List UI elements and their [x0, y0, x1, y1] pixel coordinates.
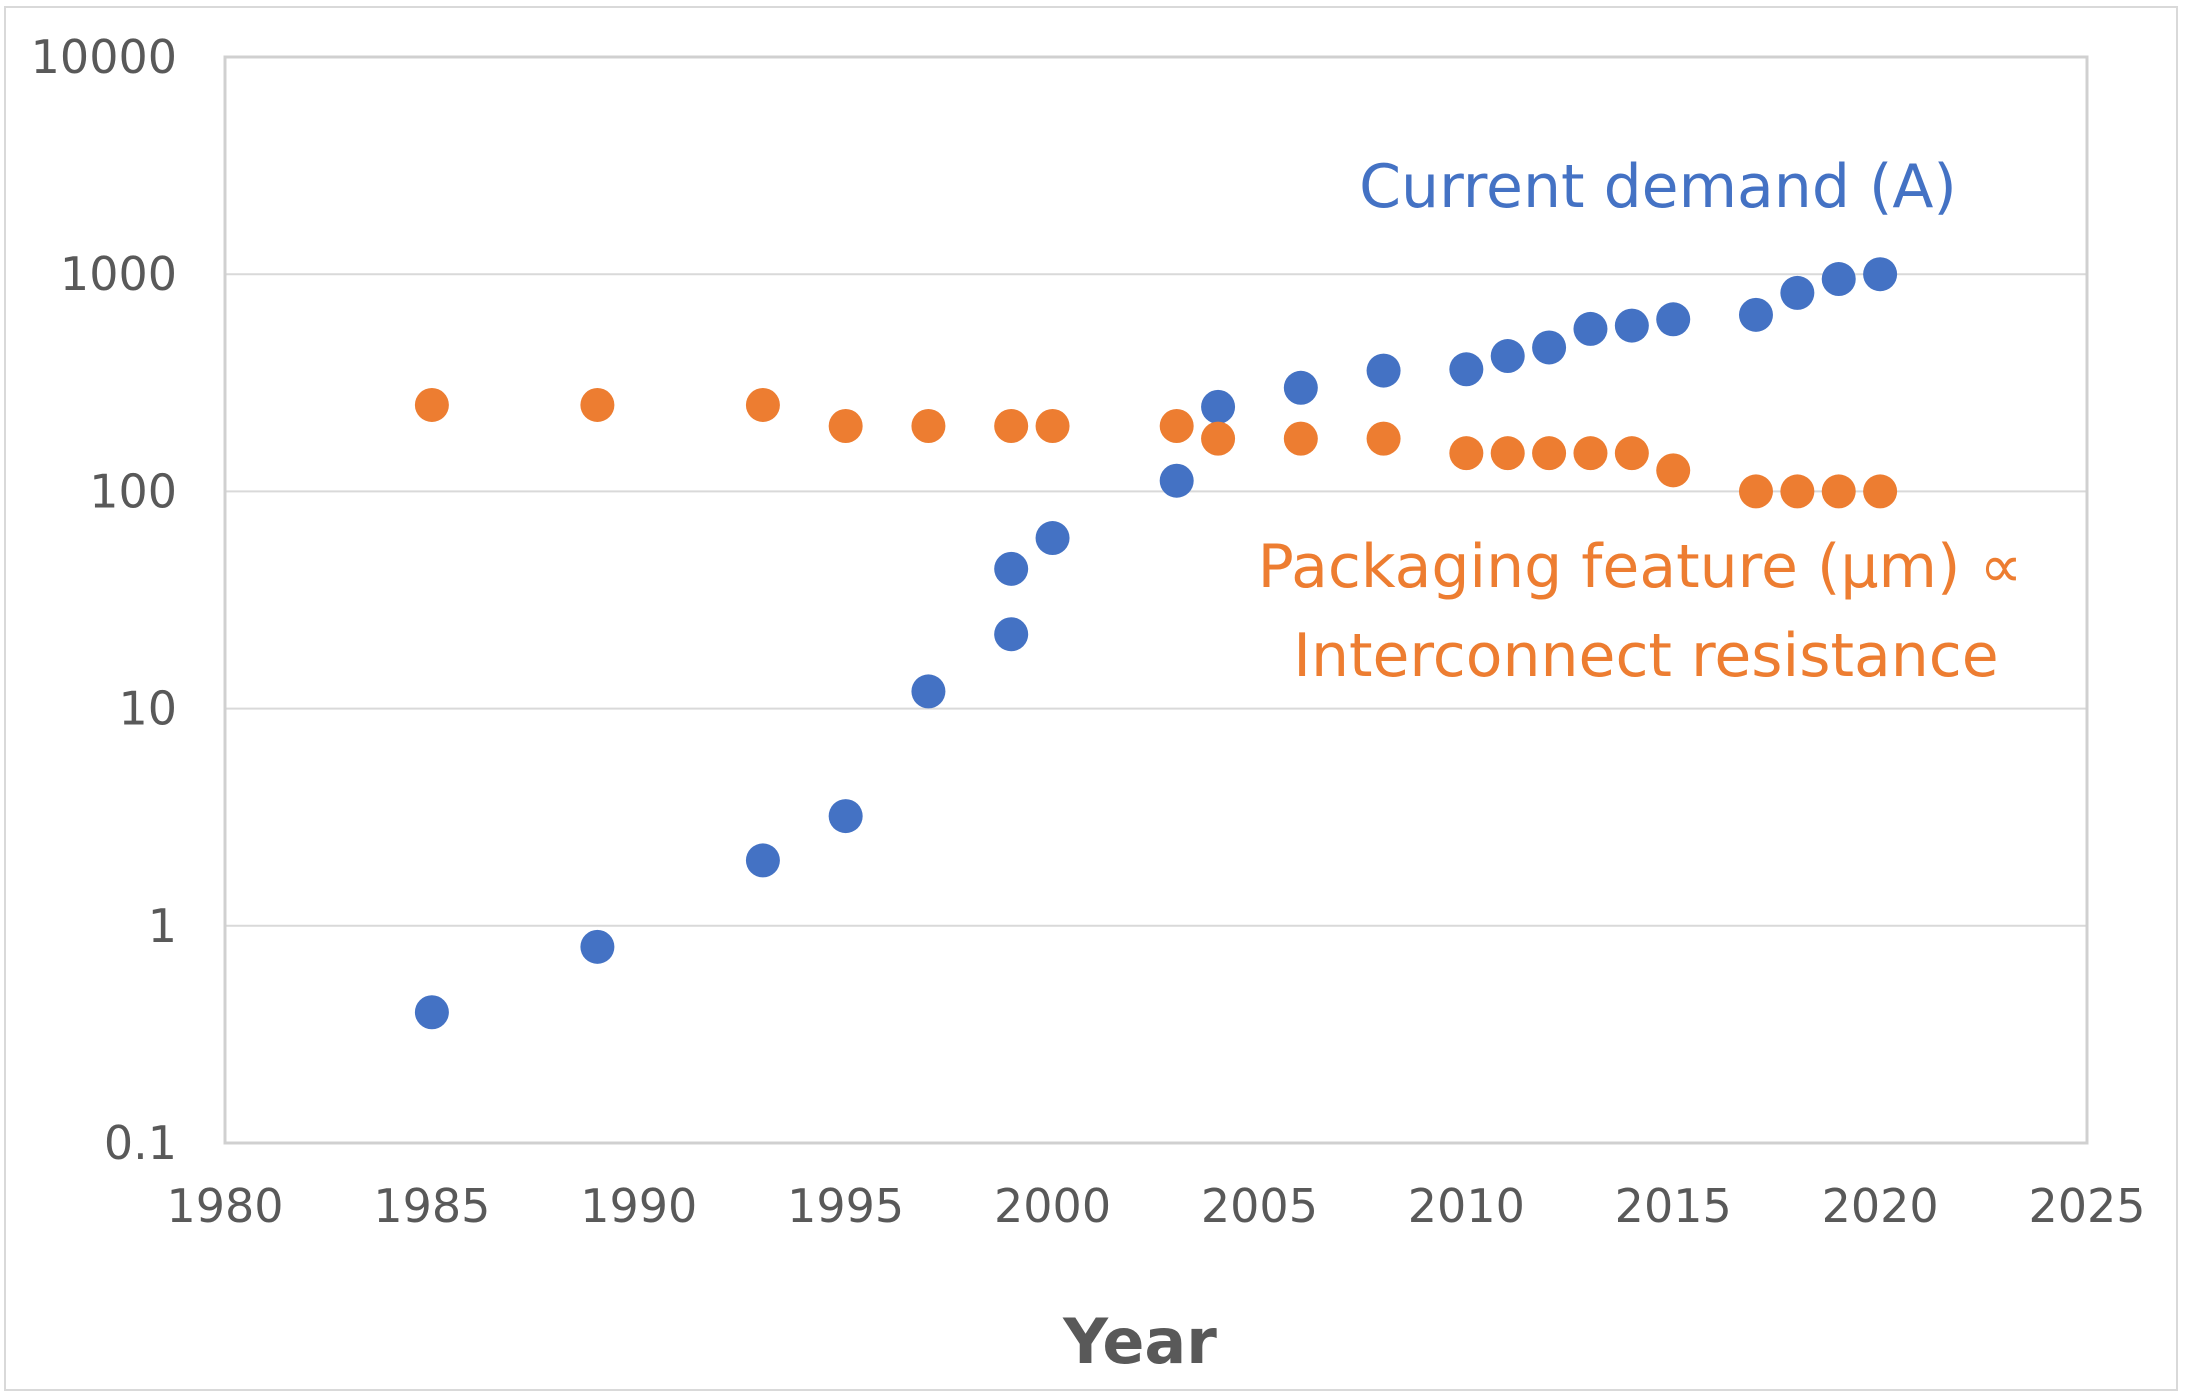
current-demand-point: [1201, 389, 1236, 424]
packaging-feature-point: [1656, 453, 1691, 488]
packaging-feature-point: [745, 387, 780, 422]
current-demand-point: [1656, 302, 1691, 337]
current-demand-point: [745, 843, 780, 878]
packaging-feature-point: [1532, 436, 1567, 471]
x-tick-label: 1995: [787, 1179, 904, 1233]
x-tick-label: 2020: [1822, 1179, 1939, 1233]
y-tick-label: 10000: [31, 30, 177, 84]
y-tick-label: 100: [89, 464, 177, 518]
current-demand-point: [1532, 330, 1567, 365]
packaging-annotation-line1: Packaging feature (μm) ∝: [1258, 532, 2023, 602]
packaging-feature-point: [414, 387, 449, 422]
current-demand-point: [1863, 257, 1898, 292]
current-demand-point: [828, 799, 863, 834]
series-packaging-feature: [414, 387, 1898, 509]
packaging-feature-point: [1614, 436, 1649, 471]
packaging-feature-point: [580, 387, 615, 422]
current-demand-annotation: Current demand (A): [1359, 152, 1957, 222]
current-demand-point: [1614, 308, 1649, 343]
packaging-feature-point: [1738, 474, 1773, 509]
y-tick-label: 1: [148, 899, 177, 953]
current-demand-point: [1780, 275, 1815, 310]
packaging-annotation-line2: Interconnect resistance: [1293, 621, 1998, 691]
y-tick-label: 1000: [60, 247, 177, 301]
packaging-feature-point: [1283, 421, 1318, 456]
packaging-feature-point: [1573, 436, 1608, 471]
current-demand-point: [1573, 311, 1608, 346]
packaging-feature-point: [1449, 436, 1484, 471]
chart-frame: [4, 6, 2178, 1391]
current-demand-point: [911, 674, 946, 709]
current-demand-point: [1283, 370, 1318, 405]
x-tick-label: 1980: [166, 1179, 283, 1233]
packaging-feature-point: [911, 409, 946, 444]
x-tick-label: 2025: [2028, 1179, 2145, 1233]
current-demand-point: [1035, 521, 1070, 556]
x-axis-tick-labels: 1980 1985 1990 1995 2000 2005 2010 2015 2020 2025: [166, 1179, 2145, 1233]
packaging-feature-point: [1159, 409, 1194, 444]
x-axis-label: Year: [1062, 1305, 1217, 1378]
y-axis-tick-labels: 0.1 1 10 100 1000 10000: [31, 30, 177, 1170]
current-demand-point: [414, 995, 449, 1030]
y-tick-label: 10: [118, 682, 177, 736]
current-demand-point: [994, 551, 1029, 586]
x-tick-label: 2010: [1408, 1179, 1525, 1233]
current-demand-point: [994, 617, 1029, 652]
x-tick-label: 1990: [580, 1179, 697, 1233]
packaging-feature-point: [828, 409, 863, 444]
x-tick-label: 2005: [1201, 1179, 1318, 1233]
packaging-feature-point: [1780, 474, 1815, 509]
packaging-feature-point: [1490, 436, 1525, 471]
current-demand-point: [1449, 352, 1484, 387]
data-points: [414, 257, 1898, 1030]
current-demand-point: [580, 929, 615, 964]
current-demand-point: [1159, 463, 1194, 498]
packaging-feature-point: [994, 409, 1029, 444]
current-demand-point: [1490, 339, 1525, 374]
packaging-feature-point: [1821, 474, 1856, 509]
packaging-feature-point: [1366, 421, 1401, 456]
series-current-demand: [414, 257, 1898, 1030]
x-tick-label: 2015: [1615, 1179, 1732, 1233]
y-tick-label: 0.1: [104, 1116, 177, 1170]
x-tick-label: 1985: [373, 1179, 490, 1233]
packaging-feature-point: [1035, 409, 1070, 444]
packaging-feature-point: [1201, 421, 1236, 456]
packaging-feature-point: [1863, 474, 1898, 509]
current-demand-point: [1738, 297, 1773, 332]
plot-area-border: [223, 55, 2089, 1145]
current-demand-point: [1366, 353, 1401, 388]
x-tick-label: 2000: [994, 1179, 1111, 1233]
gridlines: [225, 273, 2087, 927]
current-demand-point: [1821, 262, 1856, 297]
